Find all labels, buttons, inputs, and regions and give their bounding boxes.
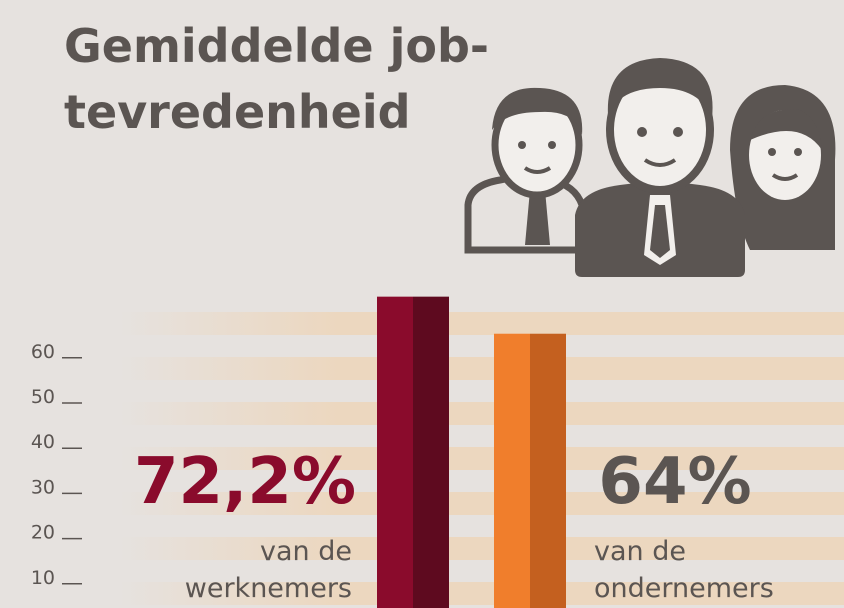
bar-left — [494, 333, 530, 608]
value-label: 64% — [598, 445, 751, 519]
category-label: van de — [260, 536, 352, 567]
chart-title: Gemiddelde job- — [64, 19, 489, 73]
background-stripes — [120, 312, 844, 605]
y-tick-label: 40 — [31, 431, 55, 453]
category-label: van de — [594, 536, 686, 567]
bar-left — [377, 296, 413, 608]
people-icon — [464, 58, 836, 277]
y-tick-label: 50 — [31, 386, 55, 408]
bar-right — [530, 333, 566, 608]
stripe — [120, 492, 844, 515]
stripe — [120, 447, 844, 470]
y-tick-label: 30 — [31, 476, 55, 498]
bar — [494, 333, 566, 608]
category-label: ondernemers — [594, 573, 774, 604]
stripe — [120, 582, 844, 605]
y-tick-label: 10 — [31, 567, 55, 589]
bar-right — [413, 296, 449, 608]
chart-title: tevredenheid — [64, 85, 411, 139]
category-label: werknemers — [185, 573, 352, 604]
stripe — [120, 402, 844, 425]
stripe — [120, 537, 844, 560]
y-tick-label: 20 — [31, 522, 55, 544]
stripe — [120, 312, 844, 335]
bar — [377, 296, 449, 608]
value-label: 72,2% — [134, 445, 356, 519]
y-tick-label: 60 — [31, 341, 55, 363]
stripe — [120, 357, 844, 380]
